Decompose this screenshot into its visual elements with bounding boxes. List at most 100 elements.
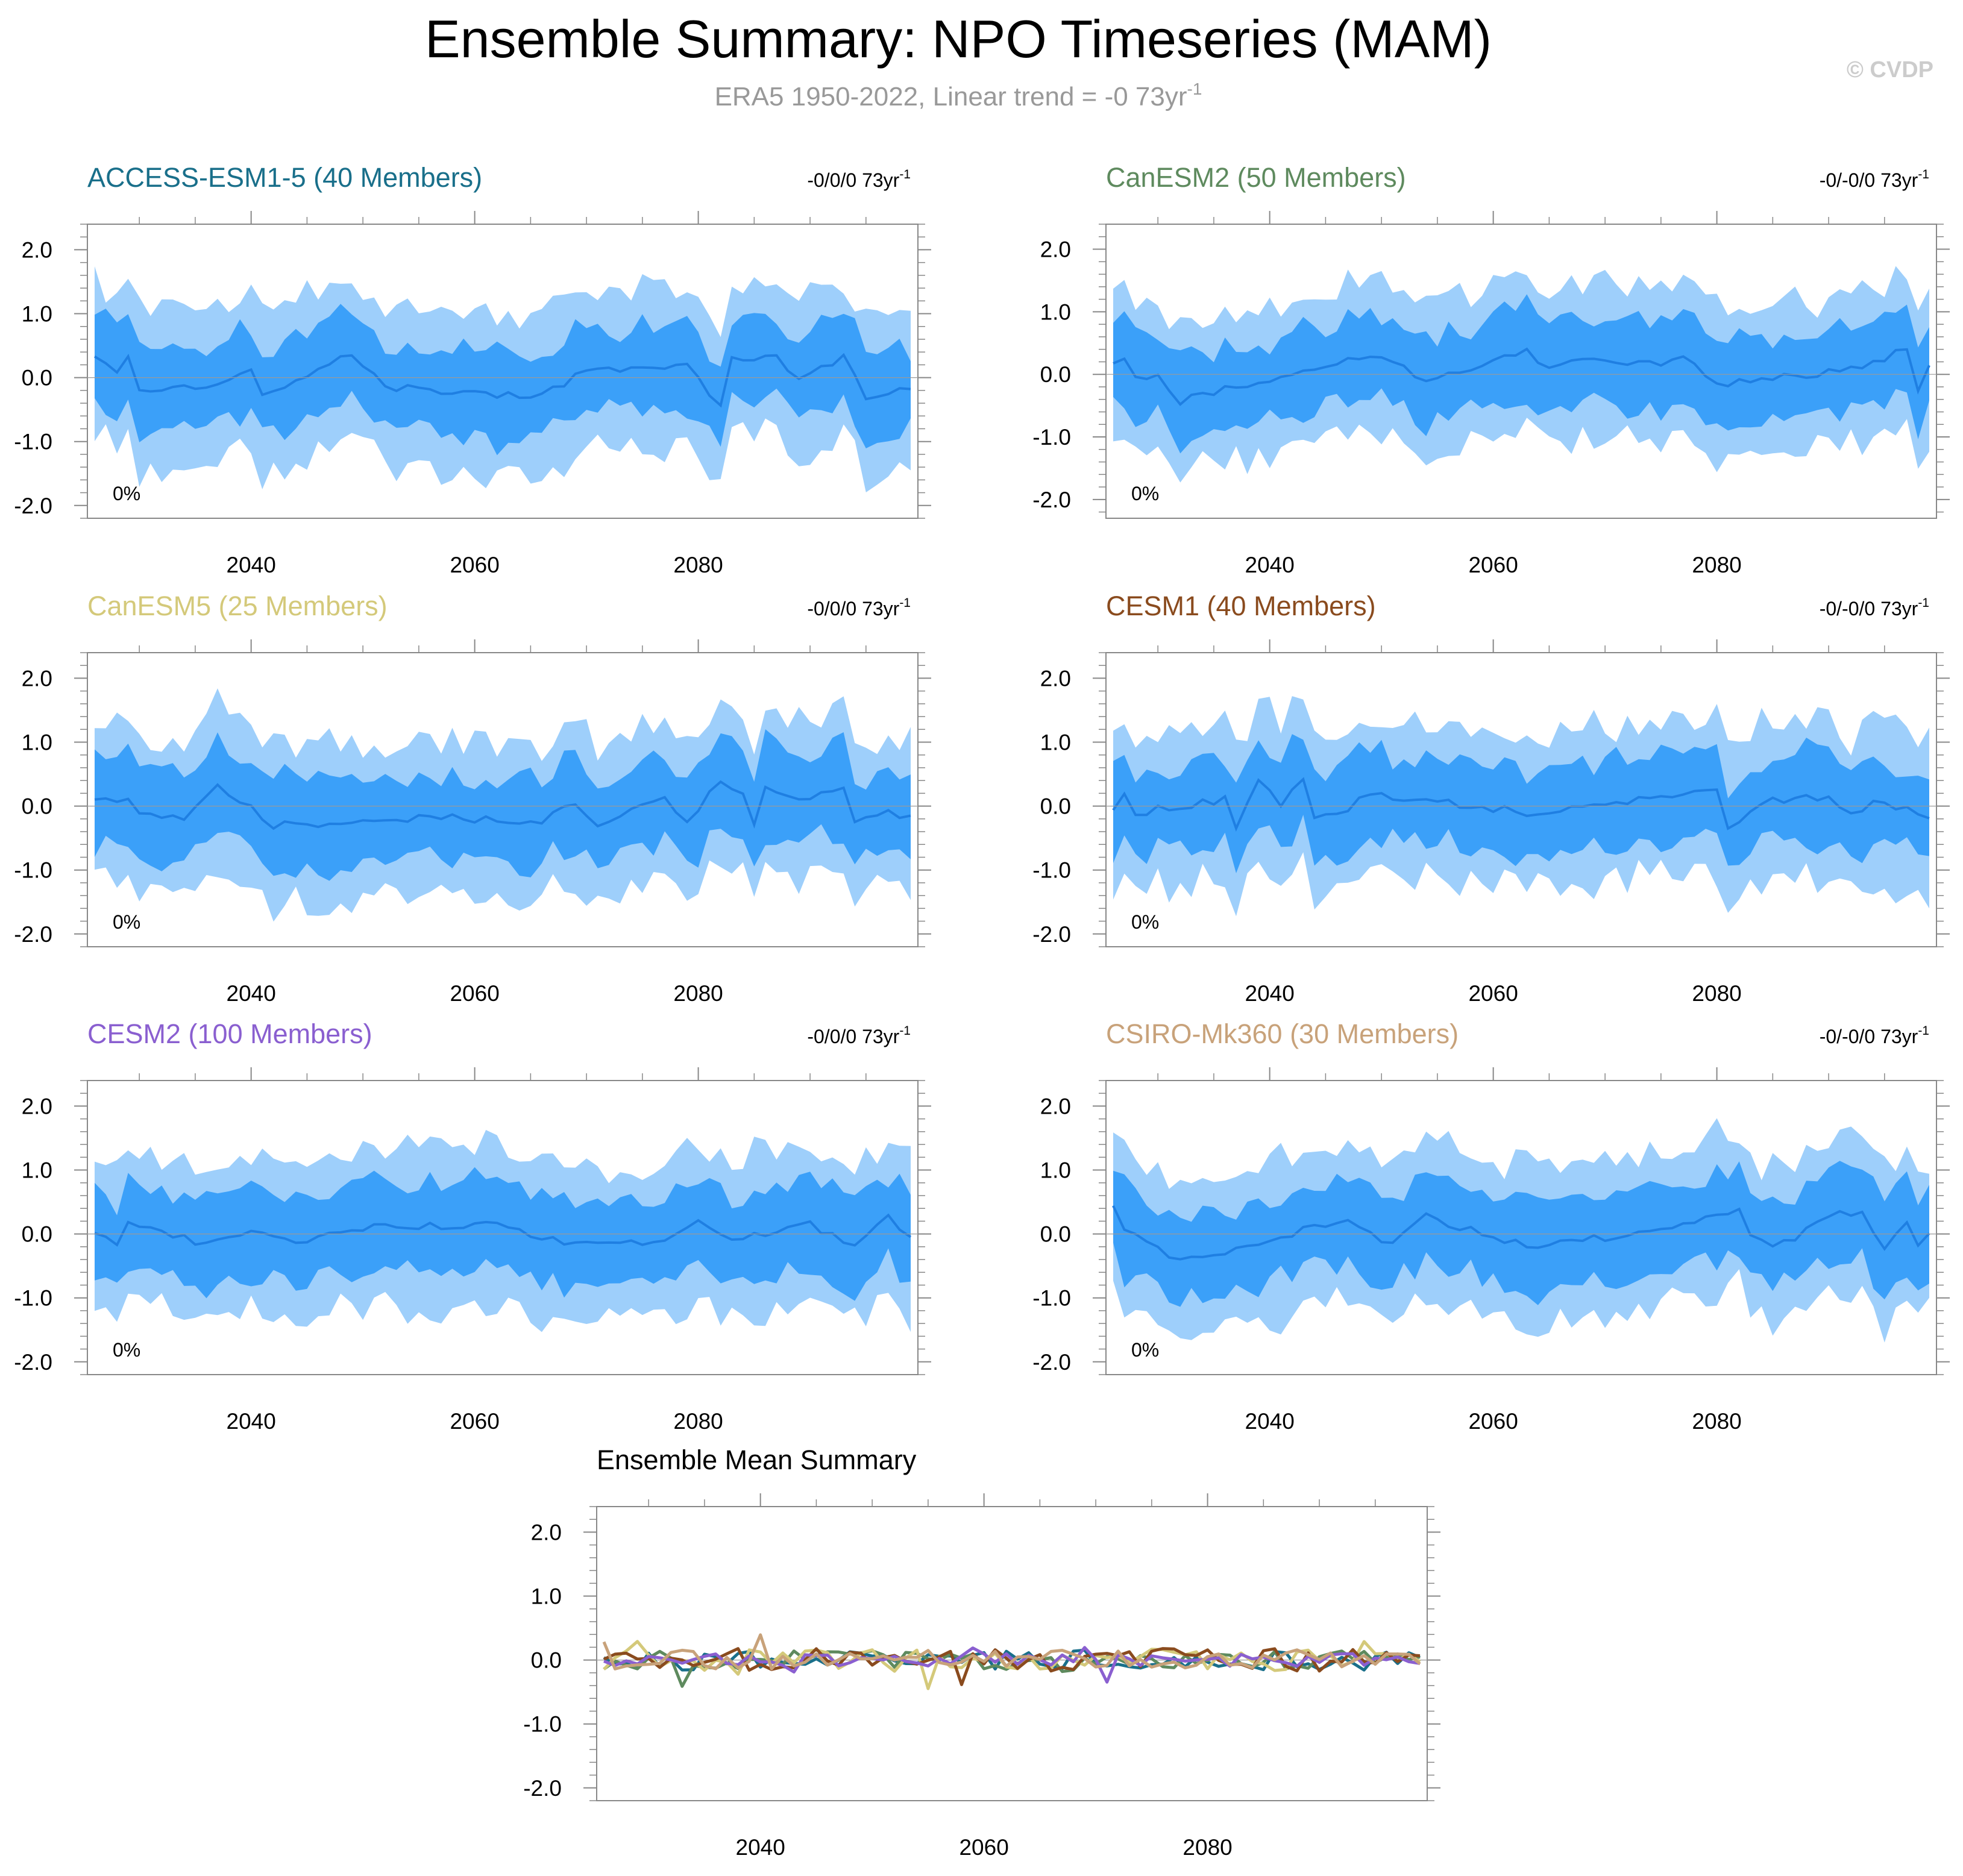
trend-label-superscript: -1 <box>899 168 911 181</box>
x-tick-label: 2060 <box>450 1409 499 1434</box>
percent-label: 0% <box>1131 483 1159 504</box>
y-tick-label: -2.0 <box>1032 1350 1071 1375</box>
percent-label: 0% <box>1131 911 1159 933</box>
trend-label-superscript: -1 <box>899 1024 911 1038</box>
model-panel: CESM1 (40 Members) 2.0 1.0 0.0 -1.0 -2.0 2040 2… <box>1032 591 1950 1006</box>
y-tick-label: 1.0 <box>22 730 52 755</box>
trend-label-superscript: -1 <box>1918 1024 1929 1038</box>
y-tick-label: 2.0 <box>1040 1094 1071 1118</box>
subtitle-superscript: -1 <box>1187 80 1202 98</box>
watermark: © CVDP <box>1847 57 1933 83</box>
x-tick-label: 2060 <box>959 1835 1008 1860</box>
figure-title: Ensemble Summary: NPO Timeseries (MAM) <box>425 9 1492 69</box>
y-tick-label: -1.0 <box>14 1286 52 1311</box>
model-panel: CSIRO-Mk360 (30 Members) 2.0 1.0 0.0 -1.0 -2.… <box>1032 1018 1950 1434</box>
y-tick-label: 0.0 <box>1040 1222 1071 1247</box>
inner-spread-band <box>1113 734 1929 873</box>
y-tick-label: 1.0 <box>531 1584 562 1609</box>
x-tick-label: 2040 <box>1245 981 1295 1006</box>
x-tick-label: 2040 <box>736 1835 785 1860</box>
y-tick-label: 0.0 <box>22 1222 52 1247</box>
ensemble-mean-line <box>1113 347 1930 406</box>
trend-label-text: -0/0/0 73yr <box>807 169 899 191</box>
percent-label: 0% <box>113 483 140 504</box>
trend-label-text: -0/-0/0 73yr <box>1820 169 1918 191</box>
y-tick-label: 1.0 <box>1040 730 1071 755</box>
model-panel: ACCESS-ESM1-5 (40 Members) 2.0 1.0 0.0 -1.0 -… <box>14 162 931 577</box>
x-tick-label: 2040 <box>227 553 276 577</box>
x-tick-label: 2040 <box>1245 1409 1295 1434</box>
x-tick-label: 2040 <box>1245 553 1295 577</box>
y-tick-label: -2.0 <box>14 1350 52 1375</box>
plot-frame <box>87 652 919 947</box>
x-tick-label: 2040 <box>227 981 276 1006</box>
x-tick-label: 2040 <box>227 1409 276 1434</box>
plot-frame <box>87 224 919 519</box>
x-tick-label: 2080 <box>1692 553 1741 577</box>
trend-label-text: -0/-0/0 73yr <box>1820 1026 1918 1047</box>
y-tick-label: -1.0 <box>1032 425 1071 450</box>
trend-label-superscript: -1 <box>1918 168 1929 181</box>
plot-frame <box>87 1080 919 1375</box>
y-tick-label: 0.0 <box>1040 794 1071 819</box>
panel-title: ACCESS-ESM1-5 (40 Members) <box>87 162 482 193</box>
y-tick-label: 0.0 <box>531 1648 562 1673</box>
y-tick-label: 1.0 <box>1040 300 1071 324</box>
plot-frame <box>1105 1080 1937 1375</box>
ensemble-mean-line <box>1112 1205 1930 1261</box>
ensemble-mean-line <box>94 1213 912 1247</box>
plot-frame <box>1105 224 1937 519</box>
y-tick-label: -2.0 <box>1032 488 1071 512</box>
y-tick-label: -2.0 <box>523 1776 562 1801</box>
percent-label: 0% <box>113 911 140 933</box>
trend-label: -0/-0/0 73yr-1 <box>1820 596 1929 620</box>
inner-spread-band <box>1113 294 1929 454</box>
series-line-csiro-mk360 <box>602 1633 1421 1671</box>
y-tick-label: 2.0 <box>1040 666 1071 691</box>
y-tick-label: -1.0 <box>523 1712 562 1737</box>
series-line-canesm5 <box>603 1640 1421 1690</box>
percent-label: 0% <box>1131 1339 1159 1361</box>
x-tick-label: 2080 <box>673 1409 723 1434</box>
trend-label: -0/0/0 73yr-1 <box>807 168 911 191</box>
y-tick-label: 2.0 <box>22 666 52 691</box>
y-tick-label: 2.0 <box>22 1094 52 1118</box>
y-tick-label: -1.0 <box>14 858 52 883</box>
plot-frame <box>1105 652 1937 947</box>
trend-label: -0/0/0 73yr-1 <box>807 1024 911 1047</box>
y-tick-label: 1.0 <box>1040 1158 1071 1183</box>
x-tick-label: 2080 <box>1692 981 1741 1006</box>
y-tick-label: 0.0 <box>22 794 52 819</box>
y-tick-label: -2.0 <box>14 494 52 518</box>
x-tick-label: 2060 <box>1468 1409 1518 1434</box>
x-tick-label: 2060 <box>1468 553 1518 577</box>
trend-label-text: -0/0/0 73yr <box>807 598 899 620</box>
trend-label: -0/0/0 73yr-1 <box>807 596 911 620</box>
panel-title: CESM1 (40 Members) <box>1106 591 1376 621</box>
y-tick-label: 2.0 <box>1040 237 1071 262</box>
y-tick-label: -2.0 <box>14 922 52 947</box>
y-tick-label: -2.0 <box>1032 922 1071 947</box>
x-tick-label: 2060 <box>450 981 499 1006</box>
trend-label-text: -0/0/0 73yr <box>807 1026 899 1047</box>
model-panel: CanESM5 (25 Members) 2.0 1.0 0.0 -1.0 -2.0 204… <box>14 591 931 1006</box>
panel-title: Ensemble Mean Summary <box>597 1445 917 1475</box>
series-line-cesm2 <box>603 1646 1421 1684</box>
trend-label: -0/-0/0 73yr-1 <box>1820 168 1929 191</box>
y-tick-label: 1.0 <box>22 1158 52 1183</box>
inner-spread-band <box>95 729 911 881</box>
trend-label: -0/-0/0 73yr-1 <box>1820 1024 1929 1047</box>
x-tick-label: 2080 <box>673 553 723 577</box>
panel-title: CanESM2 (50 Members) <box>1106 162 1406 193</box>
y-tick-label: 2.0 <box>22 237 52 262</box>
ensemble-mean-panel: Ensemble Mean Summary 2.0 1.0 0.0 -1.0 -2.0 20… <box>523 1445 1440 1860</box>
y-tick-label: -1.0 <box>1032 1286 1071 1311</box>
model-panel: CanESM2 (50 Members) 2.0 1.0 0.0 -1.0 -2.0 204… <box>1032 162 1950 577</box>
trend-label-superscript: -1 <box>1918 596 1929 610</box>
ensemble-mean-line <box>93 353 911 408</box>
y-tick-label: 1.0 <box>22 302 52 327</box>
x-tick-label: 2060 <box>1468 981 1518 1006</box>
figure-subtitle: ERA5 1950-2022, Linear trend = -0 73yr-1 <box>715 80 1202 111</box>
percent-label: 0% <box>113 1339 140 1361</box>
model-panel: CESM2 (100 Members) 2.0 1.0 0.0 -1.0 -2.0 2040… <box>14 1018 931 1434</box>
